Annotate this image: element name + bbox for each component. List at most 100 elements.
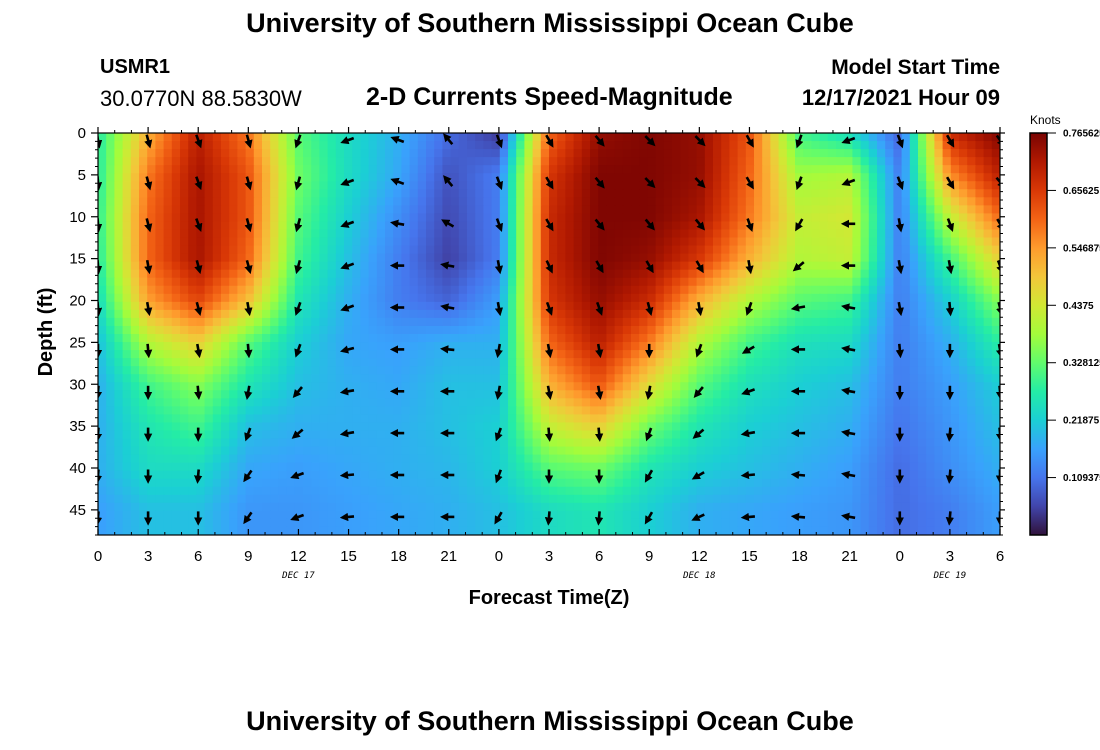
heatmap-cell bbox=[204, 398, 214, 407]
heatmap-cell bbox=[934, 269, 944, 279]
heatmap-cell bbox=[950, 229, 960, 239]
heatmap-cell bbox=[868, 470, 878, 480]
heatmap-cell bbox=[458, 446, 468, 456]
heatmap-cell bbox=[401, 157, 411, 166]
heatmap-cell bbox=[335, 462, 345, 472]
heatmap-cell bbox=[622, 478, 632, 488]
heatmap-cell bbox=[852, 478, 862, 488]
heatmap-cell bbox=[417, 189, 427, 198]
heatmap-cell bbox=[631, 422, 640, 432]
heatmap-cell bbox=[827, 157, 837, 166]
heatmap-cell bbox=[598, 342, 607, 351]
heatmap-cell bbox=[680, 350, 689, 359]
heatmap-cell bbox=[934, 422, 944, 432]
heatmap-cell bbox=[639, 197, 648, 206]
heatmap-cell bbox=[901, 317, 911, 327]
heatmap-cell bbox=[532, 165, 542, 174]
heatmap-cell bbox=[836, 269, 845, 279]
heatmap-cell bbox=[786, 221, 796, 231]
heatmap-cell bbox=[614, 390, 624, 399]
heatmap-cell bbox=[180, 358, 189, 367]
heatmap-cell bbox=[950, 285, 960, 295]
heatmap-cell bbox=[393, 494, 402, 504]
heatmap-cell bbox=[778, 133, 788, 142]
heatmap-cell bbox=[877, 261, 886, 271]
heatmap-cell bbox=[918, 221, 927, 231]
heatmap-cell bbox=[368, 293, 378, 303]
heatmap-cell bbox=[327, 189, 337, 198]
heatmap-cell bbox=[376, 149, 386, 158]
heatmap-cell bbox=[344, 309, 353, 319]
heatmap-cell bbox=[639, 438, 648, 448]
heatmap-cell bbox=[934, 342, 944, 351]
heatmap-cell bbox=[188, 189, 197, 198]
heatmap-cell bbox=[868, 325, 878, 335]
heatmap-cell bbox=[901, 398, 911, 407]
heatmap-cell bbox=[434, 253, 443, 263]
heatmap-cell bbox=[590, 229, 599, 239]
heatmap-cell bbox=[475, 430, 484, 440]
heatmap-cell bbox=[319, 269, 329, 279]
heatmap-cell bbox=[286, 422, 296, 432]
heatmap-cell bbox=[188, 406, 197, 415]
heatmap-cell bbox=[147, 293, 156, 303]
heatmap-cell bbox=[598, 205, 607, 214]
heatmap-cell bbox=[122, 285, 132, 295]
heatmap-cell bbox=[188, 374, 197, 383]
heatmap-cell bbox=[967, 486, 976, 496]
heatmap-cell bbox=[639, 406, 648, 415]
heatmap-cell bbox=[827, 350, 837, 359]
heatmap-cell bbox=[950, 301, 960, 311]
heatmap-cell bbox=[672, 157, 681, 166]
heatmap-cell bbox=[639, 229, 648, 239]
heatmap-cell bbox=[549, 446, 558, 456]
heatmap-cell bbox=[442, 285, 452, 295]
heatmap-cell bbox=[983, 149, 993, 158]
heatmap-cell bbox=[327, 277, 337, 287]
heatmap-cell bbox=[270, 470, 279, 480]
heatmap-cell bbox=[171, 213, 181, 223]
heatmap-cell bbox=[885, 277, 894, 287]
heatmap-cell bbox=[130, 181, 140, 190]
heatmap-cell bbox=[524, 430, 534, 440]
heatmap-cell bbox=[360, 406, 370, 415]
heatmap-cell bbox=[647, 382, 657, 391]
heatmap-cell bbox=[516, 229, 525, 239]
heatmap-cell bbox=[836, 462, 845, 472]
heatmap-cell bbox=[130, 398, 140, 407]
heatmap-cell bbox=[795, 398, 804, 407]
heatmap-cell bbox=[171, 366, 181, 375]
heatmap-cell bbox=[467, 181, 476, 190]
heatmap-cell bbox=[532, 446, 542, 456]
heatmap-cell bbox=[565, 398, 575, 407]
heatmap-cell bbox=[180, 350, 189, 359]
heatmap-cell bbox=[663, 197, 673, 206]
heatmap-cell bbox=[229, 317, 238, 327]
heatmap-cell bbox=[901, 454, 911, 464]
heatmap-cell bbox=[458, 309, 468, 319]
heatmap-cell bbox=[212, 221, 222, 231]
heatmap-cell bbox=[918, 470, 927, 480]
heatmap-cell bbox=[729, 229, 739, 239]
heatmap-cell bbox=[893, 486, 903, 496]
heatmap-cell bbox=[655, 342, 665, 351]
heatmap-cell bbox=[319, 317, 329, 327]
heatmap-cell bbox=[171, 317, 181, 327]
heatmap-cell bbox=[475, 478, 484, 488]
heatmap-cell bbox=[934, 454, 944, 464]
heatmap-cell bbox=[409, 342, 419, 351]
heatmap-cell bbox=[335, 382, 345, 391]
heatmap-cell bbox=[778, 237, 788, 247]
heatmap-cell bbox=[893, 253, 903, 263]
heatmap-cell bbox=[877, 181, 886, 190]
heatmap-cell bbox=[319, 462, 329, 472]
heatmap-cell bbox=[655, 277, 665, 287]
heatmap-cell bbox=[196, 253, 206, 263]
heatmap-cell bbox=[467, 165, 476, 174]
heatmap-cell bbox=[959, 157, 968, 166]
heatmap-cell bbox=[737, 334, 747, 343]
heatmap-cell bbox=[532, 398, 542, 407]
heatmap-cell bbox=[868, 245, 878, 255]
heatmap-cell bbox=[729, 133, 739, 142]
heatmap-cell bbox=[229, 293, 238, 303]
